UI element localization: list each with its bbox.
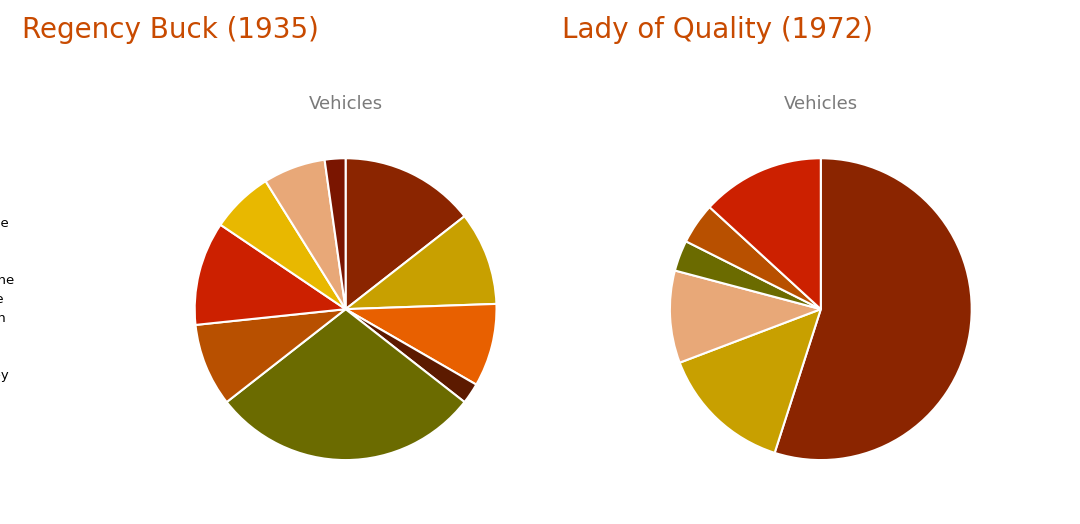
Wedge shape — [686, 207, 821, 309]
Wedge shape — [675, 242, 821, 309]
Title: Vehicles: Vehicles — [309, 95, 382, 113]
Wedge shape — [679, 309, 821, 453]
Wedge shape — [670, 270, 821, 363]
Legend: Carriage, Chaise, Coach, Barouche, Curricle, Phaeton, Gig, Tilbury, Hackney, Whi: Carriage, Chaise, Coach, Barouche, Curri… — [0, 213, 19, 405]
Text: Regency Buck (1935): Regency Buck (1935) — [22, 16, 319, 43]
Wedge shape — [266, 160, 346, 309]
Wedge shape — [325, 158, 346, 309]
Wedge shape — [774, 158, 972, 460]
Title: Vehicles: Vehicles — [784, 95, 858, 113]
Wedge shape — [220, 181, 346, 309]
Wedge shape — [346, 309, 476, 402]
Wedge shape — [194, 225, 346, 325]
Text: Lady of Quality (1972): Lady of Quality (1972) — [562, 16, 873, 43]
Wedge shape — [710, 158, 821, 309]
Wedge shape — [346, 304, 497, 385]
Wedge shape — [227, 309, 464, 460]
Wedge shape — [346, 216, 497, 309]
Wedge shape — [195, 309, 346, 402]
Wedge shape — [346, 158, 464, 309]
